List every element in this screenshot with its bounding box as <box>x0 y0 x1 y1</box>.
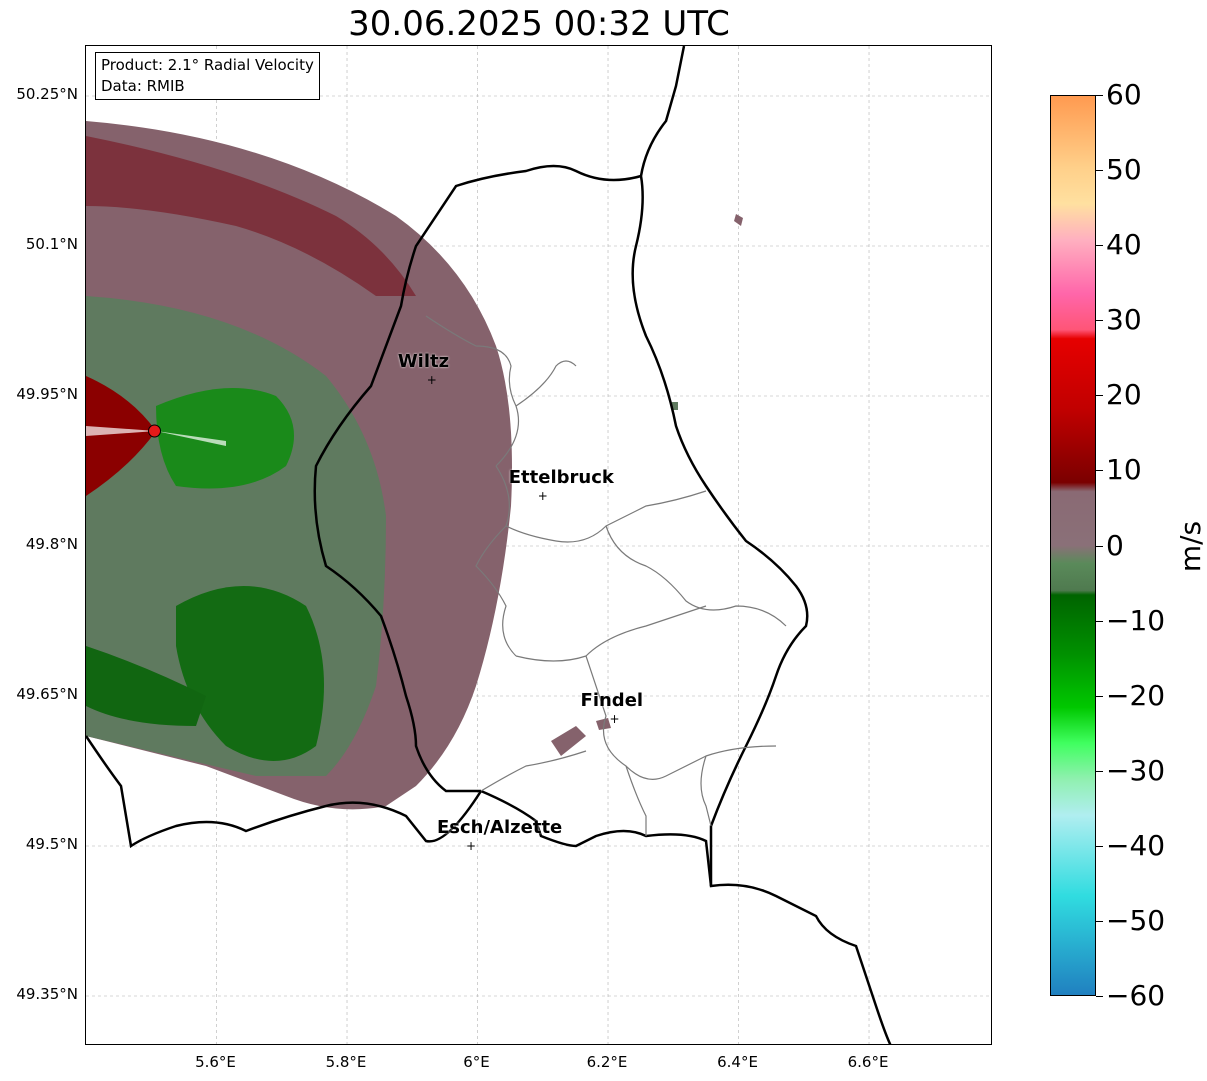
colorbar-tick-label: 60 <box>1106 78 1142 111</box>
product-label: Product: 2.1° Radial Velocity <box>101 56 314 74</box>
city-label: Ettelbruck <box>508 467 614 488</box>
colorbar-tick-label: −30 <box>1106 753 1166 787</box>
city-marker-icon: + <box>610 712 620 726</box>
radar-map-canvas: + + + + <box>86 46 991 1044</box>
colorbar-tick-mark <box>1096 320 1103 322</box>
lat-tick-label: 50.25°N <box>16 85 78 103</box>
colorbar-tick-mark <box>1096 845 1103 847</box>
lon-tick-label: 5.6°E <box>195 1053 236 1071</box>
radar-echoes <box>86 121 743 810</box>
belgium-france-border <box>86 735 483 849</box>
lat-tick-label: 50.1°N <box>25 235 78 253</box>
colorbar-tick-mark <box>1096 545 1103 547</box>
city-label: Esch/Alzette <box>436 817 563 838</box>
colorbar-tick-label: 20 <box>1106 378 1142 412</box>
echo-region-darkred-north <box>86 136 416 296</box>
lon-tick-label: 6.4°E <box>717 1053 758 1071</box>
lat-tick-label: 49.8°N <box>25 535 78 553</box>
luxembourg-border-north <box>313 164 642 793</box>
lat-tick-label: 49.5°N <box>25 835 78 853</box>
colorbar-tick-label: 40 <box>1106 228 1142 262</box>
lon-tick-label: 6.6°E <box>847 1053 889 1071</box>
colorbar-tick-label: 10 <box>1106 453 1142 487</box>
city-markers: + + + + <box>427 373 620 853</box>
colorbar-tick-mark <box>1096 245 1103 247</box>
city-label: Findel <box>580 690 644 711</box>
colorbar-tick-mark <box>1096 770 1103 772</box>
product-info-box: Product: 2.1° Radial Velocity Data: RMIB <box>95 52 320 100</box>
lon-tick-label: 6.2°E <box>586 1053 628 1071</box>
echo-ne2 <box>672 402 678 410</box>
echo-region-green-southwest <box>86 646 206 726</box>
colorbar-unit: m/s <box>1174 520 1207 573</box>
luxembourg-border <box>480 789 892 1044</box>
colorbar-tick-label: −20 <box>1106 678 1166 712</box>
radar-map[interactable]: + + + + <box>85 45 992 1045</box>
city-marker-icon: + <box>466 839 476 853</box>
echo-gap <box>86 426 156 436</box>
canton-borders <box>425 315 787 836</box>
lon-tick-label: 5.8°E <box>325 1053 367 1071</box>
echo-region-green-core <box>156 388 294 489</box>
map-title: 30.06.2025 00:32 UTC <box>348 4 730 44</box>
colorbar-tick-label: −40 <box>1106 828 1166 862</box>
colorbar-tick-mark <box>1096 395 1103 397</box>
echo-region-darkred-west <box>86 376 156 496</box>
lat-tick-label: 49.95°N <box>16 385 78 403</box>
colorbar-tick-mark <box>1096 470 1103 472</box>
city-label: Wiltz <box>397 351 450 372</box>
colorbar-tick-label: 0 <box>1106 528 1124 562</box>
lon-tick-label: 6°E <box>463 1053 490 1071</box>
colorbar-tick-mark <box>1096 170 1103 172</box>
echo-region-green-south <box>176 586 324 761</box>
lat-tick-label: 49.65°N <box>16 685 78 703</box>
colorbar-tick-label: −10 <box>1106 603 1166 637</box>
colorbar-tick-label: −50 <box>1106 903 1166 937</box>
colorbar-tick-label: 50 <box>1106 153 1142 187</box>
colorbar-tick-mark <box>1096 920 1103 922</box>
city-marker-icon: + <box>538 489 548 503</box>
radar-site-marker <box>148 424 162 438</box>
echo-gap <box>156 431 226 446</box>
colorbar-tick-mark <box>1096 620 1103 622</box>
colorbar-tick-mark <box>1096 95 1103 96</box>
colorbar <box>1050 95 1096 996</box>
colorbar-tick-label: 30 <box>1106 303 1142 337</box>
colorbar-tick-mark <box>1096 996 1103 997</box>
colorbar-tick-label: −60 <box>1106 979 1166 1012</box>
data-source-label: Data: RMIB <box>101 77 185 95</box>
city-marker-icon: + <box>427 373 437 387</box>
echo-ne <box>734 214 743 226</box>
echo-findel <box>551 726 586 756</box>
luxembourg-border-east <box>631 46 809 886</box>
country-borders <box>86 46 892 1044</box>
lat-tick-label: 49.35°N <box>16 985 78 1003</box>
colorbar-tick-mark <box>1096 695 1103 697</box>
